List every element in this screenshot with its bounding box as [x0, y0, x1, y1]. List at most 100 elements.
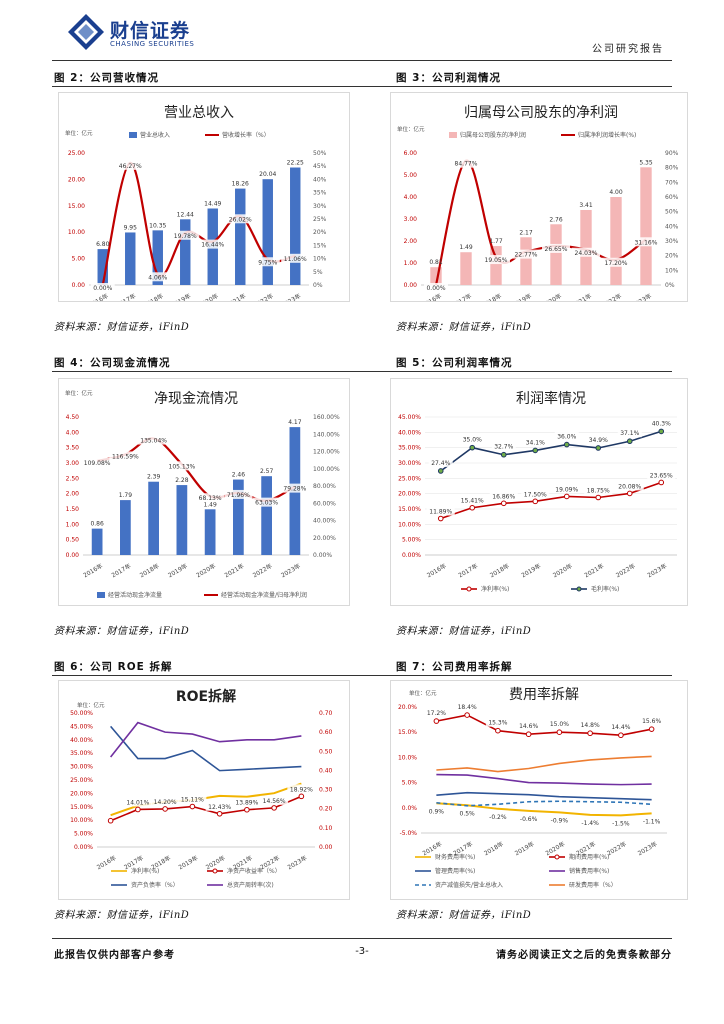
bar-value-label: 0.86	[90, 521, 104, 528]
data-label-bg	[287, 784, 316, 794]
chart-title: ROE拆解	[176, 688, 236, 705]
line-value-label: 109.08%	[84, 460, 111, 467]
line-value-label-bg	[81, 457, 114, 467]
y-tick-label: 40.00%	[70, 737, 93, 744]
y-tick-label: 10.00	[68, 229, 85, 236]
y2-tick-label: 100.00%	[313, 466, 340, 473]
bar	[580, 209, 592, 285]
footer-disclaimer-right: 请务必阅读正文之后的免责条款部分	[496, 950, 672, 961]
line-value-label: 71.96%	[227, 492, 250, 499]
data-label-bg	[547, 719, 572, 729]
bar	[490, 246, 502, 285]
data-label: 17.50%	[524, 491, 547, 498]
y-tick-label: 20.00	[68, 176, 85, 183]
series-line	[436, 773, 652, 786]
data-label: 16.86%	[492, 493, 515, 500]
y-tick-label: 0.0%	[402, 805, 418, 812]
line-value-label-bg	[280, 483, 309, 493]
y2-tick-label: 50%	[665, 209, 679, 216]
line-value-label-bg	[165, 461, 198, 471]
x-tick-label: 2016年	[421, 292, 443, 301]
y2-tick-label: 45%	[313, 163, 327, 170]
legend-label: 资产负债率（%）	[131, 881, 179, 889]
unit-label: 单位：亿元	[65, 389, 93, 397]
figure-4-chart: 净现金流情况 单位：亿元 4.50 4.00 3.50 3.00 2.50 2.00 1.50 1…	[58, 378, 350, 606]
data-point	[595, 494, 602, 501]
legend-label: 净利率(%)	[131, 867, 159, 875]
legend-label: 资产减值损失/营业总收入	[435, 881, 503, 889]
data-point	[162, 806, 168, 812]
series-line	[436, 755, 652, 773]
x-tick-label: 2021年	[583, 562, 605, 580]
line-value-label-bg	[116, 160, 145, 170]
data-label-bg	[615, 481, 644, 491]
data-label: -0.9%	[551, 817, 569, 824]
data-label: 0.5%	[460, 810, 476, 817]
data-point	[626, 438, 633, 445]
bar	[120, 500, 131, 555]
bar-value-label: 1.79	[119, 492, 133, 499]
y-tick-label: 6.00	[404, 150, 418, 157]
legend-line-label: 归属净利润增长率(%)	[578, 131, 636, 139]
data-label: 23.65%	[650, 472, 673, 479]
y2-tick-label: 5%	[313, 269, 323, 276]
data-label: 35.0%	[463, 437, 482, 444]
bar	[261, 476, 272, 555]
x-tick-label: 2017年	[457, 562, 479, 580]
y-tick-label: 35.00%	[398, 445, 421, 452]
x-tick-label: 2023年	[636, 840, 658, 858]
y-tick-label: 3.50	[66, 445, 80, 452]
legend-marker	[212, 868, 218, 874]
y2-tick-label: 20%	[313, 229, 327, 236]
data-label: -1.1%	[643, 818, 661, 825]
header-divider	[52, 60, 672, 61]
line-value-label-bg	[145, 272, 170, 282]
data-point	[433, 718, 440, 724]
unit-label: 单位：亿元	[65, 129, 93, 137]
x-tick-label: 2016年	[82, 562, 104, 580]
y-tick-label: 0.00	[404, 282, 418, 289]
y2-tick-label: 25%	[313, 216, 327, 223]
x-tick-label: 2022年	[614, 562, 636, 580]
row-divider	[52, 86, 672, 87]
y-tick-label: 1.00	[66, 521, 80, 528]
data-label: -0.2%	[489, 814, 507, 821]
y-tick-label: 10.00%	[398, 521, 421, 528]
y2-tick-label: 140.00%	[313, 431, 340, 438]
x-tick-label: 2023年	[279, 562, 301, 580]
data-point	[216, 810, 223, 817]
legend-label: 总资产周转率(次)	[227, 881, 274, 889]
data-point	[658, 479, 665, 486]
legend-label: 净利率(%)	[481, 585, 509, 593]
line-value-label: 0.00%	[93, 285, 112, 292]
data-label-bg	[426, 506, 455, 516]
y2-tick-label: 30%	[313, 203, 327, 210]
data-label: 32.7%	[494, 444, 513, 451]
x-tick-label: 2018年	[488, 562, 510, 580]
x-tick-label: 2019年	[177, 854, 199, 872]
brand-name-en: CHASING SECURITIES	[110, 40, 195, 48]
y-tick-label: 15.00	[68, 203, 85, 210]
figure-3-source: 资料来源：财信证券，iFinD	[396, 322, 532, 333]
line-value-label-bg	[109, 451, 142, 461]
data-point	[626, 490, 633, 497]
data-label: 14.20%	[154, 799, 177, 806]
y-tick-label: 5.00	[72, 256, 86, 263]
y2-tick-label: 35%	[313, 190, 327, 197]
data-label-bg	[578, 720, 603, 730]
data-label-bg	[205, 801, 234, 811]
figure-4-title: 图 4：公司现金流情况	[54, 357, 171, 369]
bar-value-label: 2.28	[175, 477, 189, 484]
bar	[233, 479, 244, 555]
figure-2-source: 资料来源：财信证券，iFinD	[54, 322, 190, 333]
data-label: 12.43%	[208, 804, 231, 811]
x-tick-label: 2019年	[513, 840, 535, 858]
data-label: 20.08%	[618, 483, 641, 490]
line-value-label-bg	[198, 239, 227, 249]
y-tick-label: -5.0%	[400, 830, 418, 837]
line-value-label: 116.59%	[112, 453, 139, 460]
y-tick-label: 3.00	[404, 216, 418, 223]
brand-name-cn: 财信证券	[110, 20, 191, 42]
x-tick-label: 2019年	[170, 292, 192, 301]
unit-label: 单位：亿元	[77, 701, 105, 709]
